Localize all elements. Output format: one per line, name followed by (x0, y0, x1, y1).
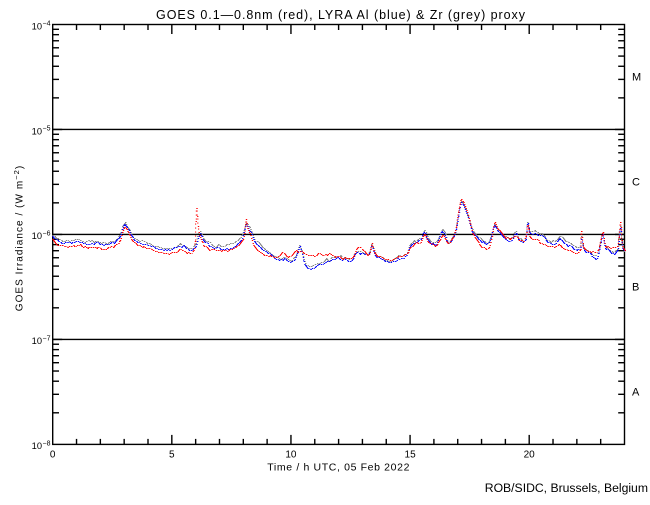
svg-text:0: 0 (50, 450, 56, 461)
svg-text:−6: −6 (43, 230, 51, 237)
svg-text:Time / h UTC, 05 Feb 2022: Time / h UTC, 05 Feb 2022 (267, 462, 410, 474)
svg-text:10: 10 (32, 21, 42, 31)
svg-text:−4: −4 (43, 21, 51, 28)
svg-text:ROB/SIDC, Brussels, Belgium: ROB/SIDC, Brussels, Belgium (485, 481, 648, 495)
svg-text:5: 5 (169, 450, 175, 461)
svg-text:−7: −7 (43, 335, 51, 342)
svg-text:10: 10 (32, 441, 42, 451)
svg-text:GOES 0.1—0.8nm (red), LYRA Al: GOES 0.1—0.8nm (red), LYRA Al (blue) & Z… (156, 8, 526, 22)
svg-text:M: M (632, 72, 641, 84)
svg-text:15: 15 (405, 450, 417, 461)
svg-text:10: 10 (32, 126, 42, 136)
svg-text:GOES Irradiance / (W m−2): GOES Irradiance / (W m−2) (12, 165, 26, 312)
svg-text:−8: −8 (43, 440, 51, 447)
svg-text:10: 10 (32, 336, 42, 346)
svg-text:10: 10 (32, 231, 42, 241)
svg-text:C: C (632, 177, 640, 189)
svg-text:A: A (632, 387, 640, 399)
svg-text:B: B (632, 282, 639, 294)
svg-text:10: 10 (285, 450, 297, 461)
svg-text:20: 20 (524, 450, 536, 461)
svg-text:−5: −5 (43, 126, 51, 133)
